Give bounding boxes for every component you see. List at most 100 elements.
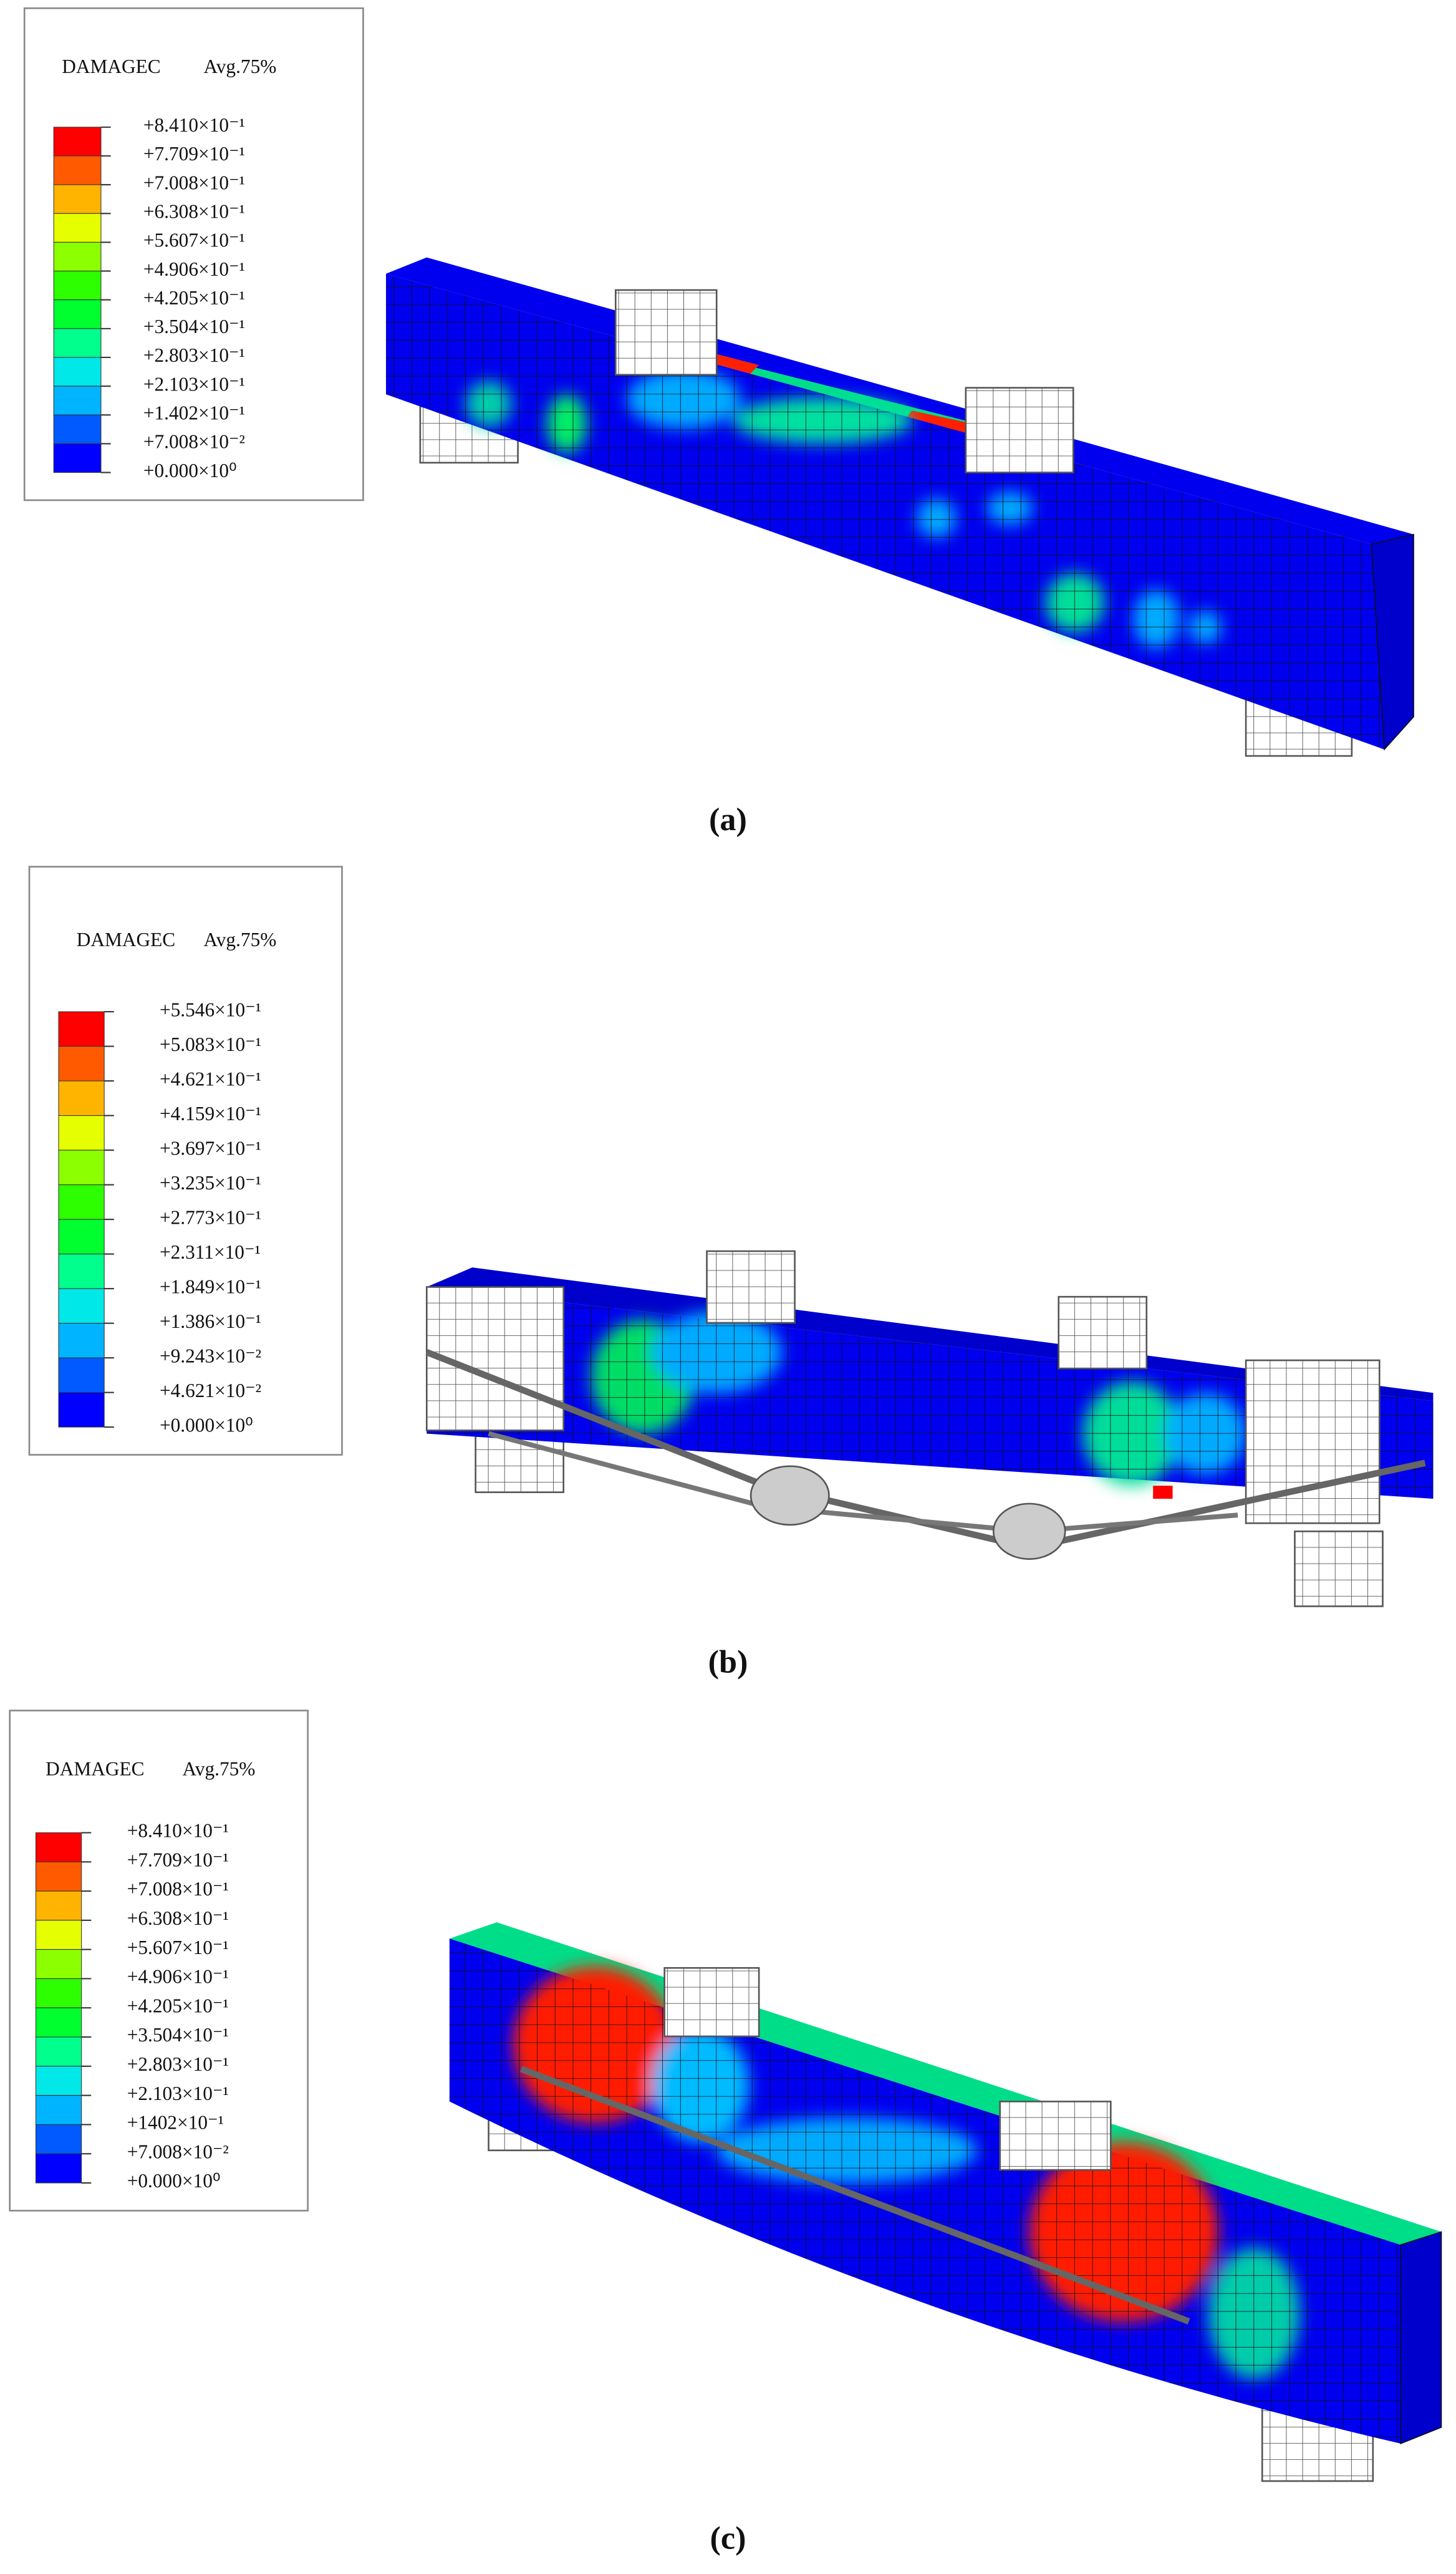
legend-label: +5.083×10⁻¹: [160, 1033, 261, 1055]
legend-label: +3.504×10⁻¹: [143, 316, 245, 337]
legend-swatch: [58, 1046, 105, 1081]
legend-title: DAMAGEC: [77, 929, 175, 951]
beam-b: [425, 1250, 1434, 1607]
legend-label: +2.803×10⁻¹: [127, 2053, 229, 2075]
legend-swatch: [53, 299, 102, 329]
legend-label: +5.607×10⁻¹: [143, 230, 245, 251]
legend-title: DAMAGEC: [46, 1758, 144, 1779]
legend-swatch: [58, 1149, 105, 1186]
legend-swatch: [35, 2124, 82, 2154]
legend-label: +1.402×10⁻¹: [143, 402, 245, 423]
caption: (c): [710, 2520, 746, 2557]
legend-label: +2.103×10⁻¹: [127, 2083, 229, 2104]
legend-label: +4.906×10⁻¹: [143, 258, 245, 280]
legend-label: +4.906×10⁻¹: [127, 1966, 229, 1988]
legend-swatch: [53, 357, 102, 387]
beam-end: [1400, 2231, 1442, 2445]
legend-label: +4.159×10⁻¹: [160, 1103, 261, 1125]
legend-swatch: [58, 1184, 105, 1220]
deviator: [992, 1502, 1066, 1560]
support: [1294, 1530, 1384, 1607]
legend-label: +3.235×10⁻¹: [160, 1172, 261, 1194]
legend-average: Avg.75%: [203, 929, 276, 951]
beam-a: [386, 257, 1414, 757]
cable: [488, 1431, 1238, 1534]
damage-zone: [1153, 1486, 1173, 1499]
legend-label: +8.410×10⁻¹: [143, 114, 245, 136]
legend-swatch: [53, 443, 102, 473]
legend-label: +6.308×10⁻¹: [127, 1907, 229, 1929]
beam-c: [449, 1922, 1442, 2482]
legend-average: Avg.75%: [183, 1758, 256, 1779]
legend-label: +2.311×10⁻¹: [160, 1241, 261, 1263]
legend-swatch: [35, 1832, 82, 1862]
legend-swatch: [53, 213, 102, 243]
legend-swatch: [58, 1254, 105, 1289]
legend-label: +4.621×10⁻¹: [160, 1068, 261, 1090]
legend-label: +7.008×10⁻¹: [143, 172, 245, 193]
legend-label: +1.386×10⁻¹: [160, 1310, 261, 1332]
legend-swatch: [58, 1115, 105, 1151]
legend-swatch: [58, 1288, 105, 1324]
legend-swatch: [35, 2036, 82, 2067]
legend-swatch: [53, 184, 102, 214]
legend-swatch: [35, 1949, 82, 1979]
load-plate: [999, 2101, 1112, 2171]
legend-label: +7.008×10⁻²: [143, 431, 245, 453]
legend-swatch: [35, 1920, 82, 1950]
caption: (b): [708, 1643, 748, 1680]
beam-end: [1371, 533, 1414, 751]
load-plate: [663, 1967, 760, 2038]
legend-label: +4.205×10⁻¹: [143, 287, 245, 309]
beam-top: [427, 1267, 1434, 1401]
deviator: [750, 1465, 830, 1526]
legend-swatch: [35, 2007, 82, 2038]
legend-label: +0.000×10⁰: [160, 1414, 253, 1436]
load-plate: [614, 289, 718, 376]
caption: (a): [709, 801, 747, 838]
legend-label: +7.709×10⁻¹: [143, 143, 245, 165]
legend-label: +9.243×10⁻²: [160, 1345, 261, 1367]
legend-label: +5.546×10⁻¹: [160, 999, 261, 1020]
load-plate: [706, 1250, 796, 1324]
legend-label: +0.000×10⁰: [127, 2170, 221, 2192]
legend-swatch: [53, 385, 102, 415]
legend-swatch: [58, 1392, 105, 1428]
legend-label: +0.000×10⁰: [143, 460, 237, 481]
legend-swatch: [35, 2095, 82, 2125]
legend-label: +7.008×10⁻²: [127, 2141, 229, 2162]
legend-swatch: [35, 2153, 82, 2184]
legend-swatch: [35, 2066, 82, 2096]
legend-swatch: [53, 155, 102, 185]
legend-swatch: [35, 1890, 82, 1921]
legend-label: +1402×10⁻¹: [127, 2112, 224, 2134]
legend-swatch: [53, 127, 102, 157]
legend-title: DAMAGEC: [62, 56, 160, 77]
legend-swatch: [35, 1861, 82, 1892]
legend-label: +6.308×10⁻¹: [143, 200, 245, 222]
legend-swatch: [53, 241, 102, 272]
legend-swatch: [53, 328, 102, 358]
legend-swatch: [35, 1978, 82, 2008]
legend-swatch: [58, 1080, 105, 1116]
legend-label: +4.205×10⁻¹: [127, 1995, 229, 2016]
legend-label: +3.504×10⁻¹: [127, 2024, 229, 2046]
legend-label: +7.709×10⁻¹: [127, 1849, 229, 1870]
cable: [519, 2066, 1190, 2325]
legend-label: +2.773×10⁻¹: [160, 1206, 261, 1228]
legend-label: +1.849×10⁻¹: [160, 1275, 261, 1297]
legend-swatch: [53, 414, 102, 444]
legend-label: +7.008×10⁻¹: [127, 1878, 229, 1900]
legend-label: +2.803×10⁻¹: [143, 344, 245, 366]
legend-swatch: [53, 271, 102, 301]
legend-label: +4.621×10⁻²: [160, 1380, 261, 1401]
legend-label: +3.697×10⁻¹: [160, 1137, 261, 1159]
legend-label: +2.103×10⁻¹: [143, 373, 245, 395]
legend-average: Avg.75%: [203, 56, 276, 77]
load-plate: [965, 387, 1074, 473]
legend-label: +5.607×10⁻¹: [127, 1937, 229, 1958]
legend-swatch: [58, 1219, 105, 1255]
legend-swatch: [58, 1011, 105, 1047]
